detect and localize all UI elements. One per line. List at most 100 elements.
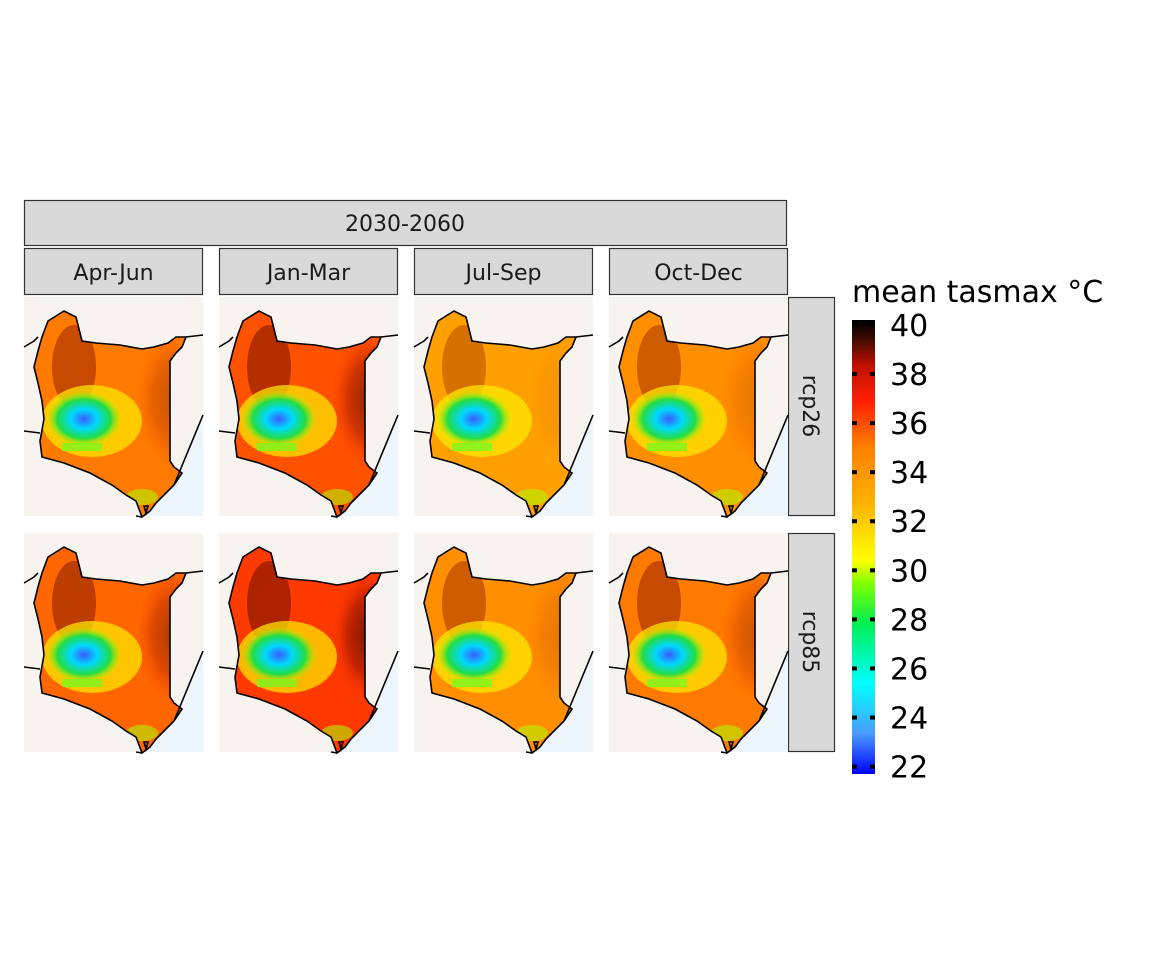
scenario-label-rcp26: rcp26: [797, 375, 822, 438]
legend-title: mean tasmax °C: [852, 275, 1103, 310]
neighbor-border-west: [413, 572, 429, 584]
neighbor-border-east: [380, 334, 399, 338]
lake-victoria-border: [413, 666, 431, 670]
coast-tail: [720, 515, 728, 518]
legend-tick-left: [852, 322, 857, 327]
season-label-apr-jun: Apr-Jun: [73, 261, 153, 286]
pemba-island: [532, 505, 540, 516]
legend-tick-right: [870, 470, 875, 475]
neighbor-border-west: [218, 572, 234, 584]
indian-ocean: [526, 415, 593, 516]
map-panel-rcp26-jul-sep: [413, 297, 594, 519]
kenya-border: [423, 310, 578, 519]
legend-tick-right: [870, 666, 875, 671]
lake-victoria-border: [608, 430, 626, 434]
highland-cool-zone: [436, 391, 512, 447]
lake-victoria-border: [413, 430, 431, 434]
legend-tick-label: 40: [890, 309, 928, 344]
map-panels: [23, 297, 789, 755]
kenya-border: [228, 546, 383, 755]
indian-ocean: [331, 651, 398, 752]
coast-tail: [330, 751, 338, 754]
lake-victoria-border: [218, 430, 236, 434]
neighbor-border-west: [413, 336, 429, 348]
kenya-border: [33, 310, 188, 519]
lake-basin-strip: [452, 443, 492, 451]
highland-cool-zone: [46, 391, 122, 447]
neighbor-border-west: [608, 336, 624, 348]
legend-tick-left: [852, 666, 857, 671]
pemba-island: [337, 741, 345, 752]
legend-tick-left: [852, 371, 857, 376]
scenario-label-rcp85: rcp85: [797, 611, 822, 674]
coast-tail: [720, 751, 728, 754]
legend-tick-right: [870, 322, 875, 327]
legend-tick-left: [852, 470, 857, 475]
somalia-coast: [563, 650, 594, 722]
coast-tail: [135, 751, 143, 754]
pemba-island: [142, 505, 150, 516]
legend-tick-label: 30: [890, 554, 928, 589]
somalia-coast: [368, 650, 399, 722]
season-label-jan-mar: Jan-Mar: [265, 261, 351, 286]
neighbor-border-west: [23, 336, 39, 348]
lake-victoria-border: [23, 666, 41, 670]
legend-tick-right: [870, 421, 875, 426]
legend-tick-right: [870, 568, 875, 573]
lake-basin-strip: [257, 443, 297, 451]
pemba-island: [532, 741, 540, 752]
legend-tick-right: [870, 371, 875, 376]
somalia-coast: [173, 650, 204, 722]
season-label-oct-dec: Oct-Dec: [654, 261, 743, 286]
lake-basin-strip: [257, 679, 297, 687]
legend-tick-left: [852, 715, 857, 720]
lake-basin-strip: [62, 443, 102, 451]
map-panel-rcp85-jan-mar: [218, 533, 399, 755]
kenya-border: [618, 310, 773, 519]
highland-cool-zone: [436, 627, 512, 683]
highland-cool-zone: [241, 391, 317, 447]
somalia-coast: [368, 414, 399, 486]
neighbor-border-west: [218, 336, 234, 348]
coast-tail: [525, 515, 533, 518]
coast-tail: [330, 515, 338, 518]
legend-tick-label: 36: [890, 407, 928, 442]
scenario-strips: rcp26 rcp85: [787, 296, 836, 753]
kenya-border: [228, 310, 383, 519]
lake-victoria-border: [23, 430, 41, 434]
highland-cool-zone: [631, 391, 707, 447]
legend-tick-right: [870, 519, 875, 524]
indian-ocean: [721, 651, 788, 752]
somalia-coast: [758, 650, 789, 722]
legend-tick-label: 34: [890, 456, 928, 491]
map-panel-rcp26-jan-mar: [218, 297, 399, 519]
legend-tick-right: [870, 764, 875, 769]
highland-cool-zone: [631, 627, 707, 683]
legend-tick-label: 28: [890, 603, 928, 638]
coast-tail: [525, 751, 533, 754]
lake-basin-strip: [647, 679, 687, 687]
somalia-coast: [173, 414, 204, 486]
lake-basin-strip: [452, 679, 492, 687]
neighbor-border-east: [770, 570, 789, 574]
map-panel-rcp26-oct-dec: [608, 297, 789, 519]
coast-tail: [135, 515, 143, 518]
indian-ocean: [136, 415, 203, 516]
pemba-island: [727, 505, 735, 516]
neighbor-border-east: [575, 570, 594, 574]
season-label-jul-sep: Jul-Sep: [464, 261, 542, 286]
neighbor-border-east: [185, 570, 204, 574]
lake-basin-strip: [62, 679, 102, 687]
lake-victoria-border: [218, 666, 236, 670]
indian-ocean: [331, 415, 398, 516]
season-strips: Apr-Jun Jan-Mar Jul-Sep Oct-Dec: [23, 247, 789, 296]
lake-victoria-border: [608, 666, 626, 670]
somalia-coast: [758, 414, 789, 486]
pemba-island: [337, 505, 345, 516]
period-label: 2030-2060: [345, 212, 465, 237]
period-strip: 2030-2060: [23, 199, 788, 247]
map-panel-rcp85-apr-jun: [23, 533, 204, 755]
legend-tick-label: 38: [890, 358, 928, 393]
neighbor-border-east: [770, 334, 789, 338]
